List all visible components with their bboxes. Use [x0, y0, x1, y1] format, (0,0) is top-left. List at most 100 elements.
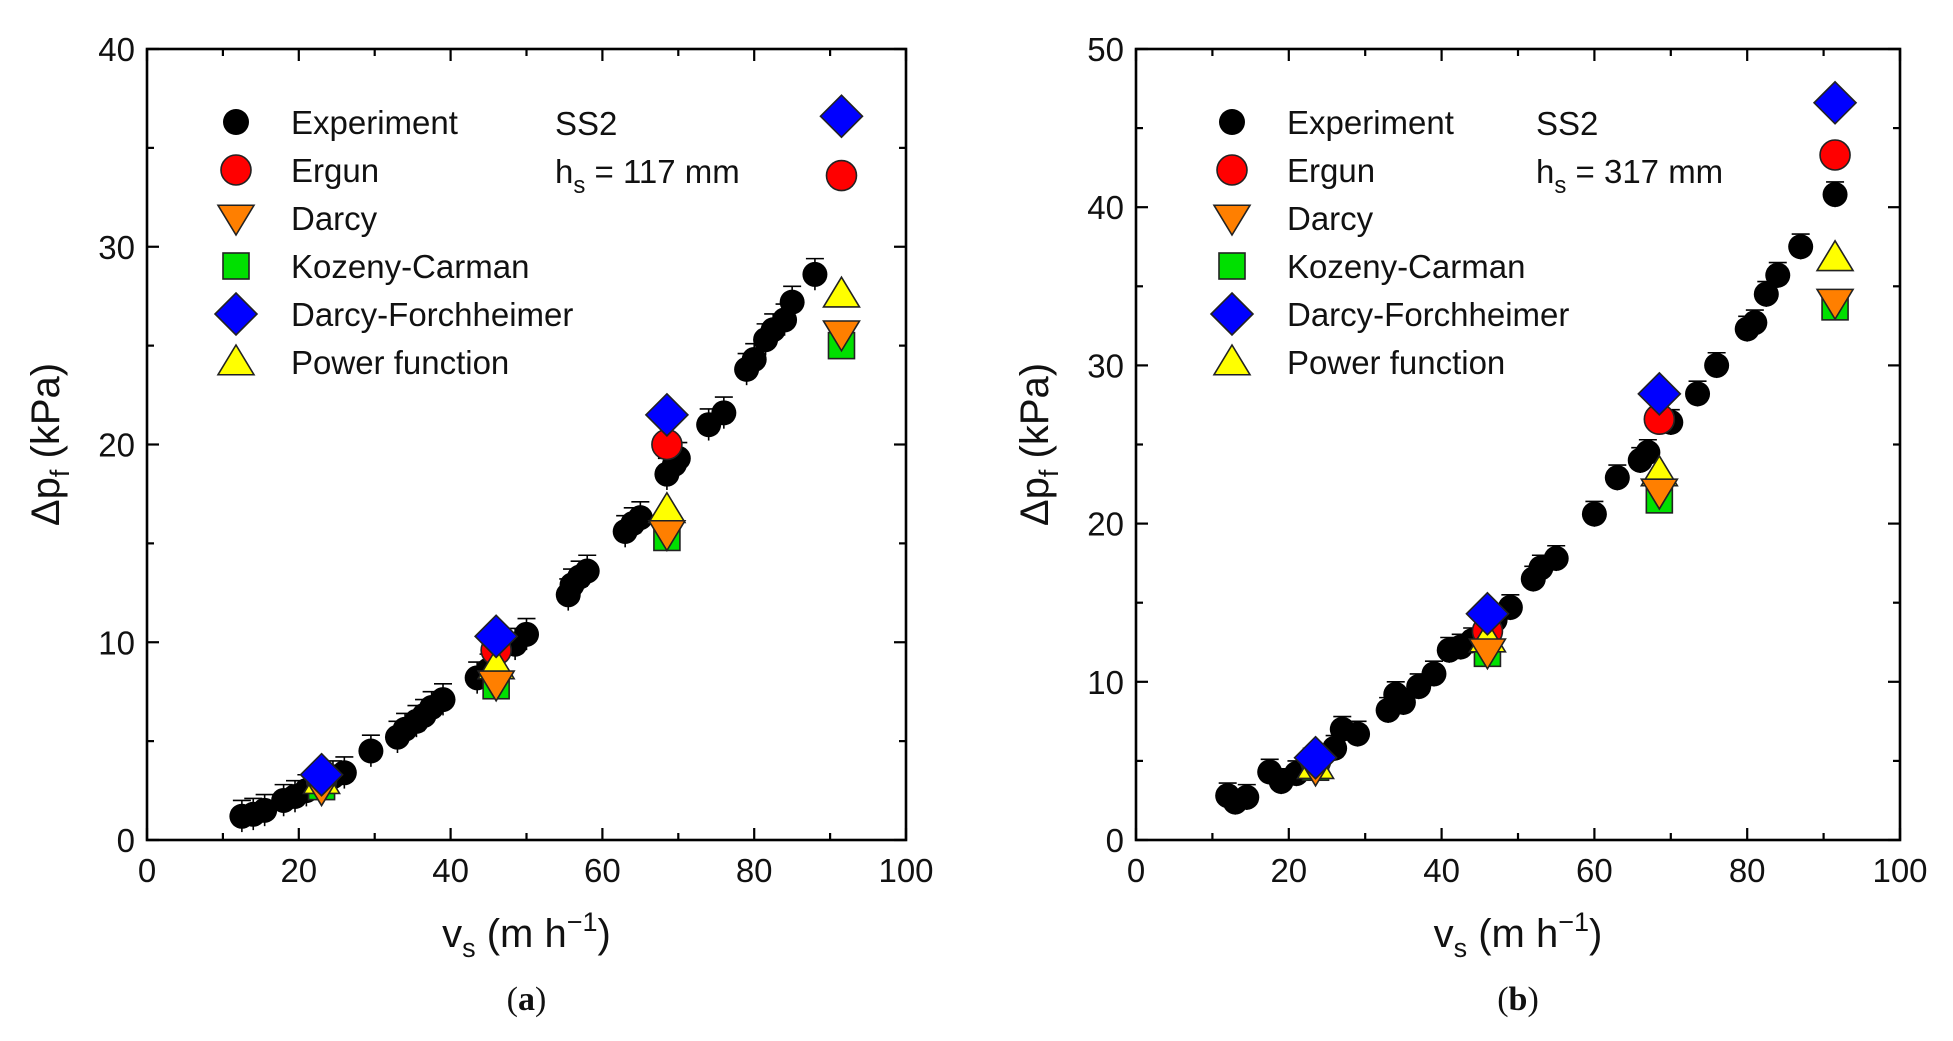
plot-frame — [1134, 47, 1902, 842]
data-point — [1815, 288, 1855, 321]
data-point — [1788, 234, 1814, 260]
y-label-main: Δp — [1013, 477, 1057, 526]
data-point — [299, 752, 344, 797]
data-point — [822, 320, 861, 353]
y-tick-label: 30 — [1087, 347, 1124, 384]
annotation-height: hs = 117 mm — [555, 153, 740, 199]
legend-marker — [1212, 343, 1252, 376]
y-tick-label: 20 — [1087, 506, 1124, 543]
data-point — [1685, 381, 1711, 407]
data-point — [514, 621, 539, 647]
data-point — [252, 797, 278, 823]
x-label-unit: (m h — [1467, 912, 1558, 956]
x-label-close: ) — [598, 912, 611, 956]
x-label-close: ) — [1589, 912, 1602, 956]
legend-label: Ergun — [291, 152, 379, 189]
data-point — [1753, 281, 1779, 307]
legend-item: Darcy-Forchheimer — [213, 291, 573, 337]
data-point — [1815, 239, 1855, 272]
x-tick-label: 100 — [1872, 852, 1927, 889]
y-tick-label: 0 — [117, 822, 135, 859]
panel-label: (a) — [507, 981, 547, 1018]
x-tick-label: 60 — [584, 852, 621, 889]
data-point — [741, 346, 767, 372]
data-point — [1704, 352, 1730, 378]
legend-marker — [223, 109, 249, 135]
legend-marker — [216, 204, 256, 237]
data-point — [1234, 784, 1260, 810]
legend-marker — [1216, 154, 1248, 186]
x-label-sub: s — [462, 933, 476, 963]
x-tick-label: 60 — [1576, 852, 1613, 889]
annotation-h: h — [1536, 153, 1554, 190]
data-point — [779, 289, 805, 315]
legend-marker — [213, 291, 259, 337]
data-point — [1604, 465, 1630, 491]
y-tick-label: 50 — [1087, 31, 1124, 68]
y-tick-label: 40 — [1087, 189, 1124, 226]
legend: Experiment Ergun Darcy Kozeny-Carman Darcy-F… — [213, 104, 573, 381]
legend-label: Darcy-Forchheimer — [291, 296, 573, 333]
data-point — [1421, 661, 1447, 687]
annotation-material: SS2 — [1536, 105, 1598, 142]
x-label-main: v — [442, 912, 462, 956]
legend-marker — [220, 154, 252, 186]
x-label-sup: −1 — [567, 907, 598, 937]
data-point — [1543, 545, 1569, 571]
legend-item: Experiment — [1219, 104, 1454, 141]
legend-label: Darcy — [291, 200, 378, 237]
legend-label: Experiment — [291, 104, 458, 141]
x-tick-label: 0 — [138, 852, 156, 889]
data-point — [1812, 80, 1858, 125]
y-axis-label: Δpf (kPa) — [1013, 363, 1064, 526]
data-point — [644, 392, 690, 437]
legend: Experiment Ergun Darcy Kozeny-Carman Darcy-F… — [1209, 104, 1569, 381]
data-point — [1581, 501, 1607, 527]
legend-label: Kozeny-Carman — [291, 248, 529, 285]
annotation-h-value: = 317 mm — [1566, 153, 1723, 190]
legend-item: Ergun — [220, 152, 379, 189]
y-label-unit: (kPa) — [1013, 363, 1057, 470]
x-tick-label: 40 — [1423, 852, 1460, 889]
data-point — [802, 261, 828, 287]
annotation-h-sub: s — [1554, 172, 1566, 199]
legend-label: Darcy — [1287, 200, 1374, 237]
y-tick-label: 20 — [98, 427, 135, 464]
y-label-sub: f — [1034, 469, 1064, 477]
y-tick-label: 0 — [1106, 822, 1124, 859]
y-label-unit: (kPa) — [24, 363, 68, 470]
legend-item: Kozeny-Carman — [1218, 248, 1525, 285]
annotation-h-value: = 117 mm — [585, 153, 739, 190]
y-label-sub: f — [45, 469, 75, 477]
panel-label-letter: b — [1509, 981, 1528, 1018]
y-label-main: Δp — [24, 477, 68, 526]
legend-marker — [1218, 252, 1246, 280]
x-tick-label: 100 — [878, 852, 933, 889]
legend-item: Power function — [1212, 343, 1505, 381]
data-point — [647, 491, 687, 524]
data-point — [358, 738, 384, 764]
panel-label: (b) — [1497, 981, 1539, 1018]
data-point — [1635, 439, 1661, 465]
legend-item: Ergun — [1216, 152, 1375, 189]
panel-label-close: ) — [535, 981, 546, 1018]
data-point — [476, 670, 516, 703]
legend-item: Darcy — [216, 200, 378, 237]
legend-item: Experiment — [223, 104, 458, 141]
x-axis-label: vs (m h−1) — [442, 907, 611, 963]
legend-item: Kozeny-Carman — [222, 248, 529, 285]
data-point — [1639, 478, 1679, 511]
data-point — [1765, 262, 1791, 288]
data-point — [822, 275, 861, 308]
y-tick-label: 10 — [98, 624, 135, 661]
legend-label: Darcy-Forchheimer — [1287, 296, 1569, 333]
data-point — [1742, 310, 1768, 336]
data-point — [1819, 139, 1851, 171]
y-tick-label: 40 — [98, 31, 135, 68]
series-experiment — [1215, 181, 1848, 815]
legend-label: Power function — [1287, 344, 1505, 381]
data-point — [819, 94, 864, 139]
legend-item: Power function — [216, 343, 509, 381]
